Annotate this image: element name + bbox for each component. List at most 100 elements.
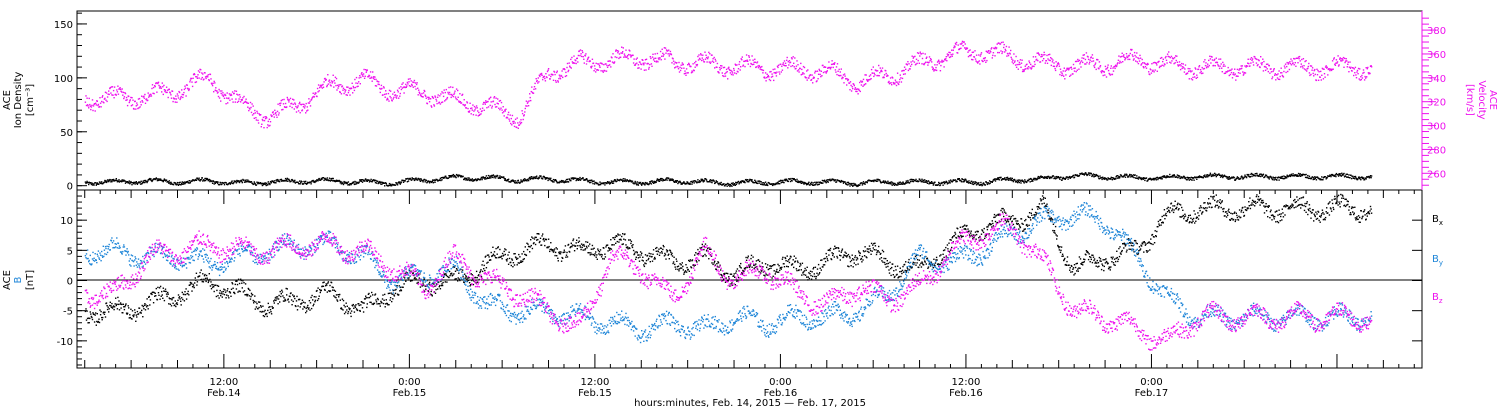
- velocity-point: [342, 85, 343, 86]
- velocity-point: [790, 66, 791, 67]
- velocity-point: [843, 82, 844, 83]
- velocity-point: [323, 87, 324, 88]
- velocity-point: [715, 59, 716, 60]
- density-point: [1290, 176, 1291, 177]
- velocity-point: [521, 122, 522, 123]
- density-point: [1169, 174, 1170, 175]
- velocity-point: [1268, 71, 1269, 72]
- velocity-point: [490, 97, 491, 98]
- velocity-point: [1063, 76, 1064, 77]
- velocity-point: [277, 111, 278, 112]
- velocity-point: [1171, 56, 1172, 57]
- density-point: [1352, 176, 1353, 177]
- density-point: [93, 184, 94, 185]
- velocity-point: [1091, 61, 1092, 62]
- velocity-point: [726, 69, 727, 70]
- density-point: [613, 182, 614, 183]
- density-point: [390, 184, 391, 185]
- density-point: [731, 186, 732, 187]
- velocity-point: [1095, 62, 1096, 63]
- velocity-point: [392, 100, 393, 101]
- velocity-point: [410, 86, 411, 87]
- velocity-point: [112, 95, 113, 96]
- velocity-point: [329, 82, 330, 83]
- velocity-point: [362, 76, 363, 77]
- velocity-point: [235, 98, 236, 99]
- density-point: [970, 183, 971, 184]
- velocity-point: [127, 105, 128, 106]
- density-point: [909, 182, 910, 183]
- velocity-point: [1237, 76, 1238, 77]
- velocity-point: [671, 62, 672, 63]
- density-point: [995, 180, 996, 181]
- velocity-point: [156, 92, 157, 93]
- density-point: [173, 184, 174, 185]
- velocity-point: [1287, 62, 1288, 63]
- velocity-point: [756, 66, 757, 67]
- velocity-point: [950, 56, 951, 57]
- velocity-point: [280, 103, 281, 104]
- velocity-point: [400, 86, 401, 87]
- velocity-point: [1136, 52, 1137, 53]
- velocity-point: [436, 100, 437, 101]
- velocity-point: [1238, 72, 1239, 73]
- velocity-point: [406, 87, 407, 88]
- velocity-point: [408, 79, 409, 80]
- density-point: [128, 182, 129, 183]
- velocity-point: [1224, 66, 1225, 67]
- velocity-point: [1323, 78, 1324, 79]
- velocity-point: [1183, 63, 1184, 64]
- velocity-point: [1045, 62, 1046, 63]
- velocity-point: [505, 110, 506, 111]
- density-point: [274, 180, 275, 181]
- velocity-point: [1025, 68, 1026, 69]
- velocity-point: [655, 53, 656, 54]
- density-point: [1004, 177, 1005, 178]
- velocity-point: [701, 60, 702, 61]
- velocity-point: [497, 98, 498, 99]
- velocity-point: [1323, 69, 1324, 70]
- velocity-point: [1011, 58, 1012, 59]
- velocity-point: [940, 65, 941, 66]
- velocity-point: [533, 89, 534, 90]
- velocity-point: [921, 53, 922, 54]
- velocity-point: [519, 124, 520, 125]
- velocity-point: [264, 120, 265, 121]
- velocity-point: [517, 122, 518, 123]
- velocity-point: [626, 56, 627, 57]
- density-point: [1286, 177, 1287, 178]
- velocity-point: [398, 91, 399, 92]
- velocity-point: [446, 98, 447, 99]
- velocity-point: [188, 90, 189, 91]
- velocity-point: [467, 108, 468, 109]
- top-left-ytick-label: 50: [60, 128, 73, 139]
- density-point: [141, 181, 142, 182]
- velocity-point: [680, 70, 681, 71]
- density-point: [651, 180, 652, 181]
- velocity-point: [737, 71, 738, 72]
- velocity-point: [236, 91, 237, 92]
- velocity-point: [844, 73, 845, 74]
- density-point: [757, 183, 758, 184]
- velocity-point: [897, 73, 898, 74]
- velocity-point: [456, 88, 457, 89]
- velocity-point: [484, 102, 485, 103]
- velocity-point: [593, 63, 594, 64]
- density-point: [1251, 176, 1252, 177]
- density-point: [907, 180, 908, 181]
- velocity-point: [569, 62, 570, 63]
- density-point: [131, 184, 132, 185]
- velocity-point: [208, 74, 209, 75]
- velocity-point: [467, 102, 468, 103]
- velocity-point: [1300, 66, 1301, 67]
- velocity-point: [1289, 69, 1290, 70]
- velocity-point: [1184, 71, 1185, 72]
- velocity-point: [928, 62, 929, 63]
- velocity-point: [394, 92, 395, 93]
- velocity-point: [493, 97, 494, 98]
- velocity-point: [731, 74, 732, 75]
- density-point: [539, 177, 540, 178]
- velocity-point: [1196, 75, 1197, 76]
- velocity-point: [1312, 67, 1313, 68]
- density-point: [224, 184, 225, 185]
